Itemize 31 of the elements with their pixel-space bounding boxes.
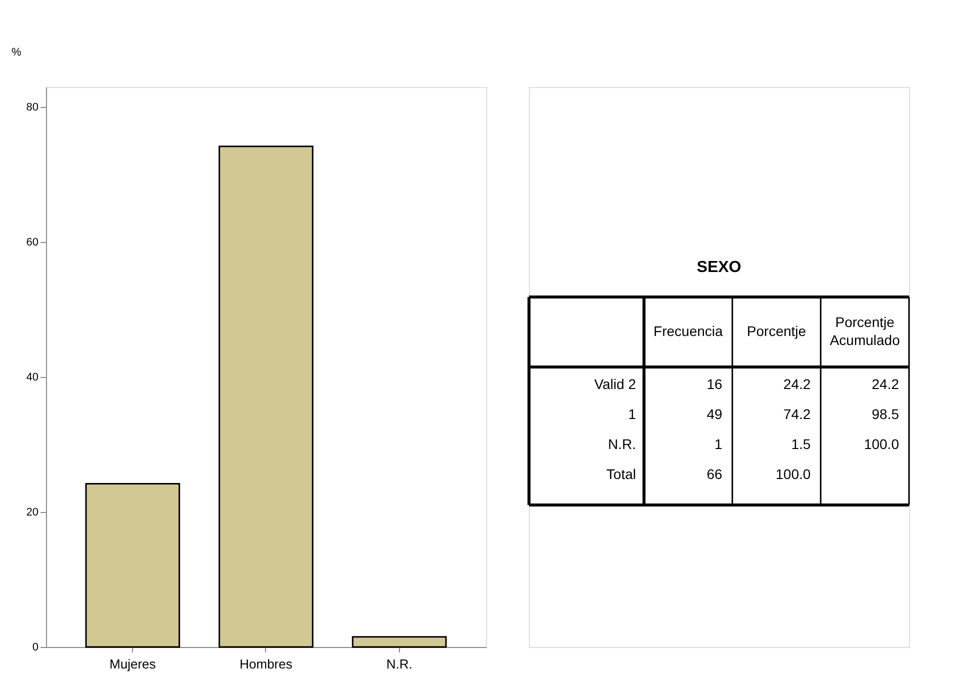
category-label: Frecuencia (654, 323, 724, 339)
text: 100.0 (776, 466, 811, 482)
category-label: Porcentje (746, 323, 806, 339)
text: 49 (706, 406, 722, 422)
y-axis-title: % (12, 46, 22, 58)
bar (218, 146, 314, 648)
category-label: N.R. (608, 436, 636, 452)
text: SEXO (696, 259, 742, 276)
text: 16 (706, 376, 722, 392)
bar (352, 636, 447, 648)
text: 66 (706, 466, 722, 482)
y-tick-label: 80 (26, 102, 38, 114)
text: 24.2 (783, 376, 811, 392)
category-label: Porcentje Acumulado (830, 314, 900, 348)
y-tick-label: 0 (32, 642, 38, 654)
x-tick-label: N.R. (386, 656, 412, 672)
y-tick-label: 40 (26, 372, 38, 384)
text: 1.5 (791, 436, 811, 452)
text: 74.2 (783, 406, 811, 422)
text: 24.2 (872, 376, 899, 392)
x-tick-label: Hombres (240, 656, 293, 672)
category-label: Total (606, 466, 636, 482)
category-label: Valid 2 (594, 376, 636, 392)
text: 100.0 (864, 436, 899, 452)
bar (85, 482, 180, 648)
x-tick-label: Mujeres (110, 656, 156, 672)
text: 1 (714, 436, 722, 452)
text: 98.5 (872, 406, 899, 422)
y-tick-label: 60 (26, 236, 38, 249)
y-tick-label: 20 (26, 506, 38, 519)
category-label: 1 (628, 406, 636, 422)
